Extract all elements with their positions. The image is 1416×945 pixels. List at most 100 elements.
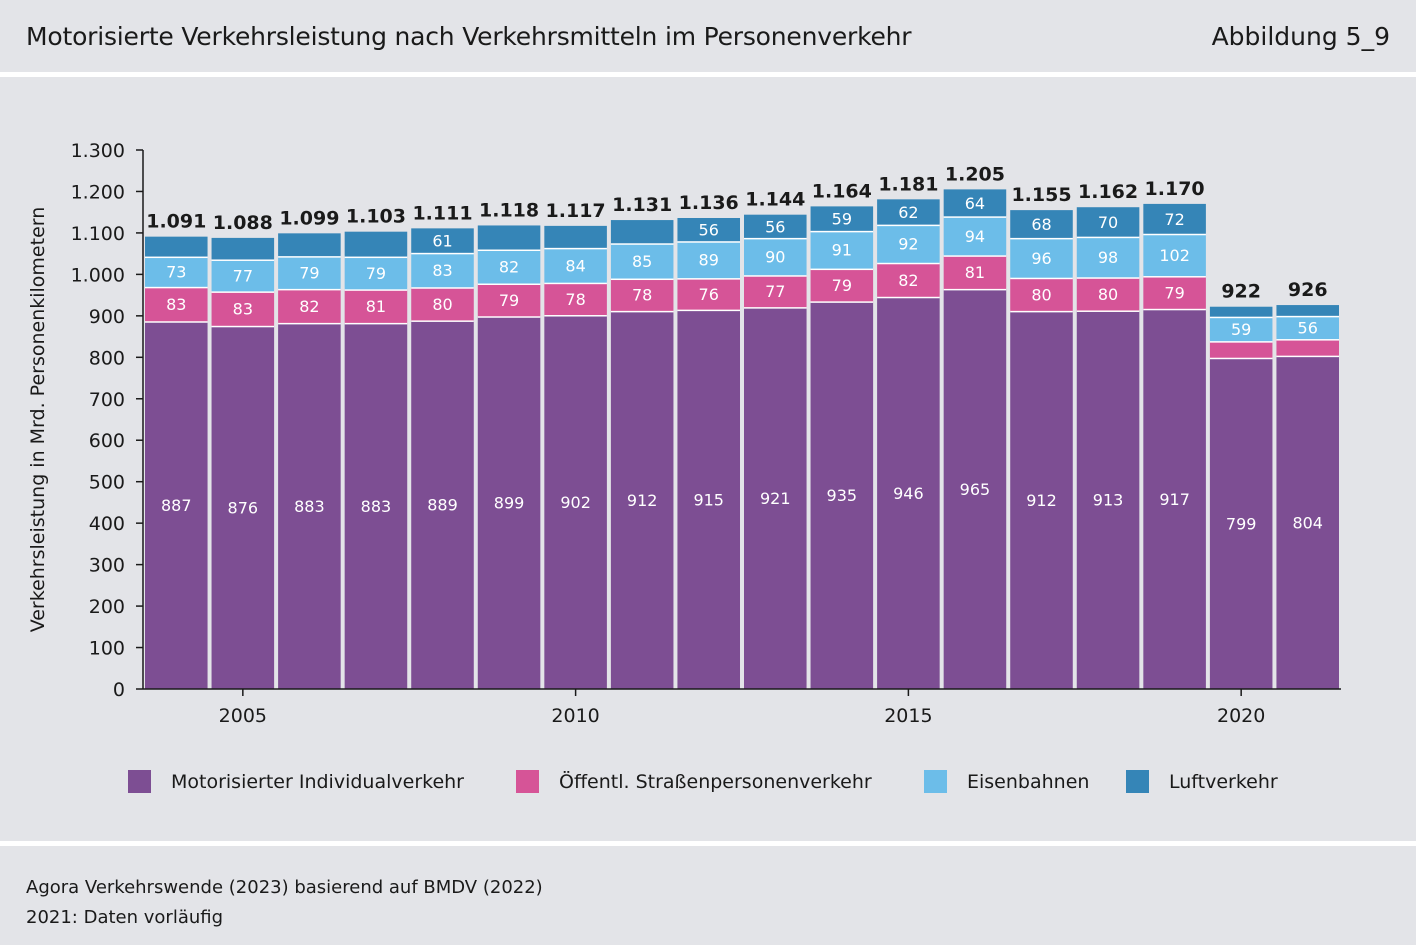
x-tick-label: 2015 [884,705,932,727]
total-label-2021: 926 [1288,279,1328,301]
total-label-2005: 1.088 [213,212,273,234]
bar-miv-2006 [278,322,341,689]
legend-item-air: Luftverkehr [1126,770,1278,793]
segment-label: 90 [765,248,785,267]
total-label-2017: 1.155 [1011,184,1071,206]
legend-item-rail: Eisenbahnen [924,770,1089,793]
segment-label: 79 [299,264,319,283]
legend-label-air: Luftverkehr [1169,770,1278,793]
bar-air-2015 [877,199,940,225]
legend-swatch-rail [924,770,947,793]
bar-oespv-2012 [677,278,740,310]
total-label-2011: 1.131 [612,194,672,216]
source-note: Agora Verkehrswende (2023) basierend auf… [26,877,543,898]
y-tick-label: 800 [89,347,125,369]
bar-air-2014 [810,206,874,231]
bar-rail-2014 [810,230,874,269]
segment-label: 883 [361,497,392,516]
total-label-2008: 1.111 [412,202,472,224]
bar-miv-2007 [344,322,408,689]
bar-miv-2011 [610,310,674,689]
bar-rail-2010 [544,247,607,283]
bar-air-2016 [943,189,1007,217]
bar-rail-2021 [1276,315,1339,340]
header: Motorisierte Verkehrsleistung nach Verke… [0,0,1416,72]
bar-oespv-2006 [278,288,341,323]
segment-label: 92 [898,235,918,254]
segment-label: 799 [1226,514,1257,533]
bar-miv-2021 [1276,355,1339,689]
legend-swatch-miv [128,770,151,793]
total-label-2007: 1.103 [346,206,406,228]
segment-label: 62 [898,203,918,222]
segment-label: 83 [166,295,186,314]
segment-label: 59 [1231,320,1251,339]
segment-label: 96 [1031,249,1051,268]
segment-label: 912 [1026,491,1057,510]
bar-miv-2004 [145,321,208,689]
y-tick-label: 300 [89,555,125,577]
bar-separator [943,253,1007,257]
bar-miv-2013 [744,307,807,689]
bar-air-2008 [411,228,474,253]
y-tick-label: 400 [89,513,125,535]
bar-rail-2017 [1010,237,1073,278]
legend-label-rail: Eisenbahnen [967,770,1090,793]
bar-oespv-2009 [477,283,541,317]
y-tick-label: 0 [113,679,125,701]
bar-miv-2014 [810,301,874,689]
total-label-2006: 1.099 [279,207,339,229]
segment-label: 94 [965,227,985,246]
segment-label: 965 [960,480,991,499]
segment-label: 64 [965,194,985,213]
legend-label-oespv: Öffentl. Straßenpersonenverkehr [559,770,872,793]
bar-miv-2005 [211,325,275,689]
bar-oespv-2005 [211,291,275,326]
legend-swatch-oespv [516,770,539,793]
segment-label: 68 [1031,215,1051,234]
bar-rail-2004 [145,256,208,287]
total-label-2012: 1.136 [679,192,739,214]
y-tick-label: 700 [89,389,125,411]
bar-miv-2015 [877,296,940,689]
segment-label: 56 [699,221,719,240]
bar-rail-2013 [744,237,807,276]
bar-separator [344,321,408,325]
total-label-2018: 1.162 [1078,181,1138,203]
segment-label: 89 [699,251,719,270]
y-axis-label: Verkehrsleistung in Mrd. Personenkilomet… [27,207,49,633]
segment-label: 899 [494,494,525,513]
top-divider [0,72,1416,77]
bar-air-2013 [744,214,807,238]
bar-miv-2009 [477,316,541,689]
segment-label: 77 [233,266,253,285]
total-label-2014: 1.164 [812,180,872,202]
segment-label: 81 [366,297,386,316]
segment-label: 82 [898,271,918,290]
segment-label: 79 [1164,283,1184,302]
bar-rail-2009 [477,249,541,284]
bar-air-2020 [1209,306,1273,317]
bar-separator [744,236,807,240]
segment-label: 876 [228,498,259,517]
bar-rail-2020 [1209,316,1273,342]
total-label-2009: 1.118 [479,199,539,221]
y-tick-label: 1.100 [71,223,125,245]
bar-oespv-2017 [1010,277,1073,311]
bar-air-2010 [544,225,607,248]
segment-label: 84 [565,256,585,275]
segment-label: 78 [565,290,585,309]
bar-oespv-2011 [610,278,674,311]
total-label-2013: 1.144 [745,189,805,211]
bar-oespv-2008 [411,287,474,321]
y-tick-label: 200 [89,596,125,618]
segment-label: 80 [432,295,452,314]
total-label-2015: 1.181 [878,173,938,195]
total-label-2020: 922 [1221,281,1261,303]
legend-swatch-air [1126,770,1149,793]
segment-label: 79 [499,291,519,310]
segment-label: 902 [560,493,591,512]
bar-air-2006 [278,233,341,257]
bar-rail-2005 [211,259,275,292]
bar-rail-2015 [877,224,940,263]
